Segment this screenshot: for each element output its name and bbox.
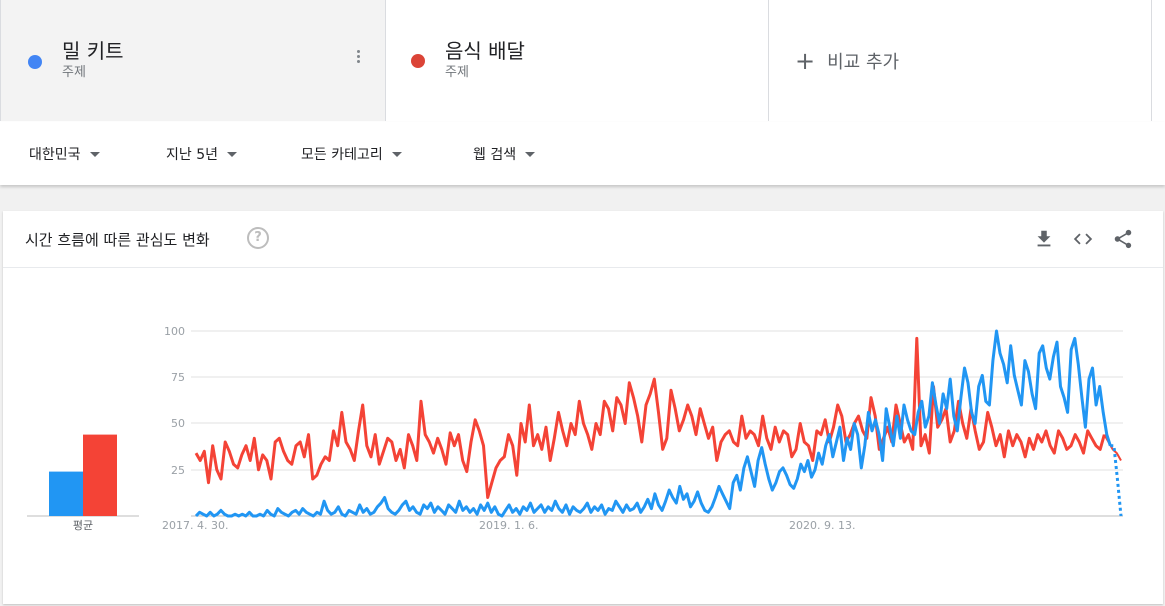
caret-down-icon — [89, 152, 100, 157]
filter-region-dropdown[interactable]: 대한민국 — [29, 144, 100, 164]
y-tick-label: 75 — [171, 371, 185, 384]
x-tick-label: 2017. 4. 30. — [162, 519, 228, 532]
series-line-meal-kit — [194, 329, 1112, 518]
help-icon[interactable]: ? — [247, 227, 269, 249]
term-name: 밀 키트 — [62, 39, 124, 63]
card-header: 시간 흐름에 따른 관심도 변화 ? — [3, 211, 1163, 268]
y-tick-label: 25 — [171, 464, 185, 477]
filter-label: 대한민국 — [29, 147, 81, 163]
grid — [191, 330, 1123, 517]
add-comparison-button[interactable]: + 비교 추가 — [769, 0, 1152, 121]
caret-down-icon — [227, 152, 237, 157]
embed-code-icon[interactable] — [1072, 228, 1094, 250]
term-comparison-bar: 밀 키트 주제 음식 배달 주제 + 비교 추가 — [0, 0, 1165, 123]
caret-down-icon — [391, 152, 402, 157]
term-card-meal-kit[interactable]: 밀 키트 주제 — [0, 0, 386, 121]
y-tick-label: 50 — [171, 417, 185, 430]
series-line-meal-kit-partial — [1110, 444, 1123, 517]
term-card-food-delivery[interactable]: 음식 배달 주제 — [386, 0, 769, 121]
term-name: 음식 배달 — [445, 39, 525, 63]
download-icon[interactable] — [1033, 228, 1055, 250]
series-line-food-delivery — [194, 336, 1106, 499]
filter-label: 모든 카테고리 — [301, 147, 383, 163]
y-tick-label: 100 — [164, 325, 185, 338]
add-comparison-label: 비교 추가 — [827, 52, 900, 73]
trend-chart: 100 75 50 25 2017. 4. 30. 2019. 1. 6. 20… — [27, 325, 1123, 532]
x-tick-label: 2020. 9. 13. — [789, 519, 855, 532]
filter-category-dropdown[interactable]: 모든 카테고리 — [301, 144, 402, 164]
term-type: 주제 — [445, 65, 469, 80]
interest-over-time-card: 시간 흐름에 따른 관심도 변화 ? 100 75 50 25 2017. 4.… — [3, 211, 1163, 604]
average-bar-food-delivery — [83, 434, 117, 516]
series-color-dot — [411, 54, 425, 68]
plus-icon: + — [795, 47, 816, 75]
filter-time-dropdown[interactable]: 지난 5년 — [166, 144, 237, 164]
more-vert-icon[interactable] — [353, 48, 363, 68]
card-title: 시간 흐름에 따른 관심도 변화 — [25, 231, 210, 249]
filter-label: 웹 검색 — [473, 147, 517, 163]
filter-bar: 대한민국 지난 5년 모든 카테고리 웹 검색 — [0, 122, 1165, 185]
term-type: 주제 — [62, 65, 86, 80]
average-bar-meal-kit — [49, 471, 83, 516]
series-color-dot — [28, 55, 42, 69]
add-comparison: + 비교 추가 — [795, 46, 900, 75]
x-tick-label: 2019. 1. 6. — [479, 519, 538, 532]
caret-down-icon — [525, 152, 536, 157]
average-label: 평균 — [73, 519, 93, 532]
share-icon[interactable] — [1112, 228, 1134, 250]
filter-search-type-dropdown[interactable]: 웹 검색 — [473, 144, 536, 164]
filter-label: 지난 5년 — [166, 147, 218, 163]
